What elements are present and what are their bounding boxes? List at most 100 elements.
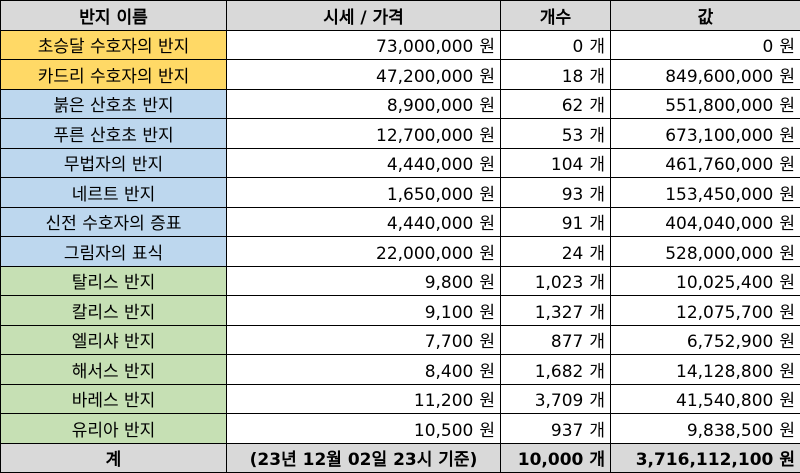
count-value: 91 [561, 214, 584, 235]
table-row: 바레스 반지 11,200 원 3,709 개 41,540,800 원 [0, 383, 800, 414]
value-unit: 원 [779, 66, 795, 87]
price-unit: 원 [479, 332, 495, 353]
count-unit: 개 [589, 391, 605, 412]
price-unit: 원 [479, 302, 495, 323]
count-value: 1,023 [534, 273, 584, 294]
table-row: 칼리스 반지 9,100 원 1,327 개 12,075,700 원 [0, 295, 800, 326]
price-cell: 10,500 원 [226, 413, 501, 444]
table-row: 유리아 반지 10,500 원 937 개 9,838,500 원 [0, 413, 800, 444]
count-unit: 개 [589, 214, 605, 235]
count-unit: 개 [589, 273, 605, 294]
ring-name-cell: 엘리샤 반지 [0, 324, 227, 355]
price-value: 9,100 [424, 302, 474, 323]
price-cell: 8,400 원 [226, 354, 501, 385]
price-unit: 원 [479, 184, 495, 205]
price-value: 73,000,000 [376, 37, 474, 58]
count-unit: 개 [589, 96, 605, 117]
ring-name-cell: 칼리스 반지 [0, 295, 227, 326]
price-cell: 7,700 원 [226, 324, 501, 355]
price-unit: 원 [479, 155, 495, 176]
price-value: 22,000,000 [376, 243, 474, 264]
ring-name-cell: 푸른 산호초 반지 [0, 118, 227, 149]
count-value: 24 [561, 243, 584, 264]
price-value: 4,440,000 [386, 155, 474, 176]
table-row: 초승달 수호자의 반지 73,000,000 원 0 개 0 원 [0, 29, 800, 60]
value-unit: 원 [779, 184, 795, 205]
count-cell: 93 개 [500, 177, 611, 208]
value-cell: 528,000,000 원 [610, 236, 800, 267]
count-value: 877 [550, 332, 584, 353]
price-unit: 원 [479, 361, 495, 382]
price-unit: 원 [479, 420, 495, 441]
price-unit: 원 [479, 214, 495, 235]
count-cell: 91 개 [500, 206, 611, 237]
ring-name-cell: 유리아 반지 [0, 413, 227, 444]
value-unit: 원 [779, 37, 795, 58]
value-amount: 41,540,800 [676, 391, 774, 412]
count-value: 937 [550, 420, 584, 441]
value-amount: 849,600,000 [665, 66, 774, 87]
value-unit: 원 [779, 243, 795, 264]
count-cell: 3,709 개 [500, 383, 611, 414]
value-unit: 원 [779, 155, 795, 176]
value-unit: 원 [779, 214, 795, 235]
price-value: 4,440,000 [386, 214, 474, 235]
count-unit: 개 [589, 37, 605, 58]
value-amount: 673,100,000 [665, 125, 774, 146]
total-label: 계 [0, 442, 227, 473]
count-cell: 1,327 개 [500, 295, 611, 326]
table-row: 네르트 반지 1,650,000 원 93 개 153,450,000 원 [0, 177, 800, 208]
value-cell: 404,040,000 원 [610, 206, 800, 237]
price-cell: 47,200,000 원 [226, 59, 501, 90]
total-value-unit: 원 [779, 450, 795, 471]
header-name: 반지 이름 [0, 0, 227, 31]
price-cell: 9,800 원 [226, 265, 501, 296]
value-amount: 528,000,000 [665, 243, 774, 264]
ring-name-cell: 바레스 반지 [0, 383, 227, 414]
header-price: 시세 / 가격 [226, 0, 501, 31]
value-amount: 14,128,800 [676, 361, 774, 382]
table-row: 푸른 산호초 반지 12,700,000 원 53 개 673,100,000 원 [0, 118, 800, 149]
table-row: 신전 수호자의 증표 4,440,000 원 91 개 404,040,000 원 [0, 206, 800, 237]
ring-name-cell: 무법자의 반지 [0, 147, 227, 178]
count-cell: 104 개 [500, 147, 611, 178]
table-row: 무법자의 반지 4,440,000 원 104 개 461,760,000 원 [0, 147, 800, 178]
count-cell: 877 개 [500, 324, 611, 355]
price-cell: 73,000,000 원 [226, 29, 501, 60]
ring-name-cell: 탈리스 반지 [0, 265, 227, 296]
count-value: 3,709 [534, 391, 584, 412]
ring-name-cell: 신전 수호자의 증표 [0, 206, 227, 237]
total-count-unit: 개 [589, 450, 605, 471]
value-cell: 153,450,000 원 [610, 177, 800, 208]
price-cell: 8,900,000 원 [226, 88, 501, 119]
price-unit: 원 [479, 273, 495, 294]
value-unit: 원 [779, 361, 795, 382]
value-unit: 원 [779, 391, 795, 412]
count-cell: 937 개 [500, 413, 611, 444]
value-cell: 12,075,700 원 [610, 295, 800, 326]
count-unit: 개 [589, 184, 605, 205]
price-value: 8,400 [424, 361, 474, 382]
value-cell: 9,838,500 원 [610, 413, 800, 444]
ring-name-cell: 초승달 수호자의 반지 [0, 29, 227, 60]
value-cell: 14,128,800 원 [610, 354, 800, 385]
price-cell: 4,440,000 원 [226, 206, 501, 237]
count-unit: 개 [589, 155, 605, 176]
count-cell: 1,023 개 [500, 265, 611, 296]
value-cell: 551,800,000 원 [610, 88, 800, 119]
count-value: 93 [561, 184, 584, 205]
header-value: 값 [610, 0, 800, 31]
price-unit: 원 [479, 125, 495, 146]
total-note: (23년 12월 02일 23시 기준) [226, 442, 501, 473]
value-cell: 849,600,000 원 [610, 59, 800, 90]
count-value: 62 [561, 96, 584, 117]
count-value: 1,682 [534, 361, 584, 382]
price-cell: 12,700,000 원 [226, 118, 501, 149]
count-unit: 개 [589, 420, 605, 441]
count-cell: 24 개 [500, 236, 611, 267]
count-value: 1,327 [534, 302, 584, 323]
price-value: 9,800 [424, 273, 474, 294]
count-cell: 1,682 개 [500, 354, 611, 385]
